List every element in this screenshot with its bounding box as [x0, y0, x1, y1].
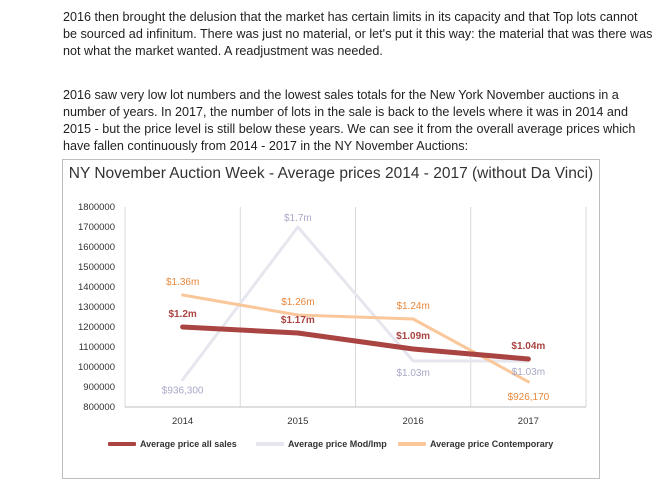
data-label-contemporary: $1.26m [281, 297, 314, 308]
data-label-all-sales: $1.2m [168, 309, 196, 320]
y-tick-label: 1100000 [79, 342, 115, 353]
x-tick-label: 2016 [403, 416, 424, 427]
series-line-all-sales [180, 324, 531, 362]
legend-item-contemporary: Average price Contemporary [398, 437, 553, 451]
legend-item-all-sales: Average price all sales [108, 437, 237, 451]
data-label-contemporary: $926,170 [508, 392, 550, 403]
data-label-all-sales: $1.09m [396, 331, 430, 342]
legend-swatch-contemporary [398, 442, 426, 446]
data-label-mod-imp: $936,300 [162, 386, 204, 397]
x-tick-label: 2014 [172, 416, 193, 427]
legend-swatch-all-sales [108, 442, 136, 446]
x-tick-label: 2017 [518, 416, 539, 427]
data-label-mod-imp: $1.03m [512, 367, 545, 378]
y-tick-label: 1200000 [78, 322, 115, 333]
y-tick-label: 1000000 [78, 362, 115, 373]
legend-swatch-mod-imp [256, 442, 284, 446]
legend-label-all-sales: Average price all sales [140, 439, 237, 449]
y-tick-label: 800000 [83, 402, 115, 413]
data-label-all-sales: $1.04m [511, 341, 545, 352]
y-tick-label: 1700000 [78, 222, 115, 233]
series-line-mod-imp [181, 225, 530, 382]
y-tick-label: 1400000 [78, 282, 115, 293]
data-label-all-sales: $1.17m [281, 315, 315, 326]
y-tick-label: 1500000 [78, 262, 115, 273]
data-label-contemporary: $1.24m [396, 301, 429, 312]
y-tick-label: 1300000 [78, 302, 115, 313]
y-tick-label: 900000 [83, 382, 115, 393]
legend-label-mod-imp: Average price Mod/Imp [288, 439, 387, 449]
data-label-contemporary: $1.36m [166, 277, 199, 288]
data-label-mod-imp: $1.7m [284, 213, 312, 224]
intro-paragraph: 2016 then brought the delusion that the … [63, 10, 653, 58]
chart-title: NY November Auction Week - Average price… [68, 165, 594, 182]
legend-item-mod-imp: Average price Mod/Imp [256, 437, 387, 451]
y-tick-label: 1800000 [78, 202, 115, 213]
legend-label-contemporary: Average price Contemporary [430, 439, 554, 449]
chart-container: NY November Auction Week - Average price… [62, 159, 600, 479]
series-line-contemporary [181, 293, 530, 384]
x-tick-label: 2015 [287, 416, 308, 427]
line-chart: 800000 900000 1000000 1100000 1200000 1300000… [78, 202, 587, 427]
y-tick-label: 1600000 [78, 242, 115, 253]
data-label-mod-imp: $1.03m [396, 368, 429, 379]
analysis-paragraph: 2016 saw very low lot numbers and the lo… [63, 88, 636, 153]
